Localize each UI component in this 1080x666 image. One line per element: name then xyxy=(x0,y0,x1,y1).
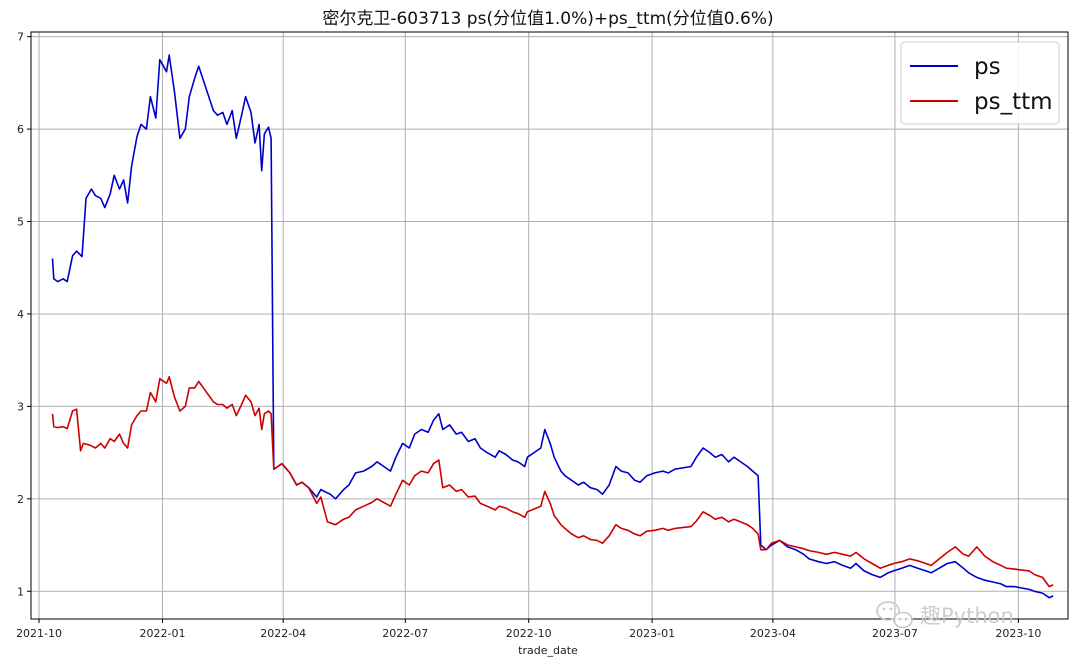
wechat-icon xyxy=(876,601,913,629)
x-tick-label: 2021-10 xyxy=(16,627,62,640)
legend-label-ps-ttm: ps_ttm xyxy=(974,89,1053,115)
series-line-ps-ttm xyxy=(51,376,1054,588)
chart-title: 密尔克卫-603713 ps(分位值1.0%)+ps_ttm(分位值0.6%) xyxy=(322,9,773,29)
x-tick-label: 2022-01 xyxy=(139,627,185,640)
y-tick-label: 3 xyxy=(17,400,24,413)
legend-label-ps: ps xyxy=(974,54,1001,80)
x-tick-label: 2022-10 xyxy=(506,627,552,640)
x-tick-label: 2023-01 xyxy=(629,627,675,640)
x-axis: 2021-10 2022-01 2022-04 2022-07 2022-10 2023-… xyxy=(16,619,1041,640)
series-layer xyxy=(51,54,1054,599)
plot-frame xyxy=(30,31,1069,620)
x-axis-label: trade_date xyxy=(518,644,578,657)
watermark-text: 趣Python xyxy=(920,604,1014,628)
x-tick-label: 2022-07 xyxy=(382,627,428,640)
y-tick-label: 5 xyxy=(17,216,24,229)
y-tick-label: 7 xyxy=(17,31,24,44)
series-line-ps xyxy=(51,54,1054,599)
x-tick-label: 2023-10 xyxy=(995,627,1041,640)
watermark: 趣Python xyxy=(876,601,1014,629)
x-tick-label: 2022-04 xyxy=(260,627,306,640)
x-tick-label: 2023-07 xyxy=(872,627,918,640)
y-tick-label: 2 xyxy=(17,493,24,506)
y-axis: 1 2 3 4 5 6 7 xyxy=(17,31,31,598)
y-tick-label: 4 xyxy=(17,308,24,321)
y-tick-label: 1 xyxy=(17,585,24,598)
x-tick-label: 2023-04 xyxy=(750,627,796,640)
legend: ps ps_ttm xyxy=(900,41,1060,125)
grid-lines xyxy=(31,32,1068,619)
y-tick-label: 6 xyxy=(17,123,24,136)
legend-box xyxy=(900,41,1060,125)
